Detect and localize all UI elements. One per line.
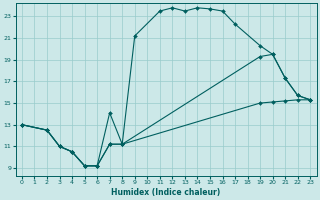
- X-axis label: Humidex (Indice chaleur): Humidex (Indice chaleur): [111, 188, 221, 197]
